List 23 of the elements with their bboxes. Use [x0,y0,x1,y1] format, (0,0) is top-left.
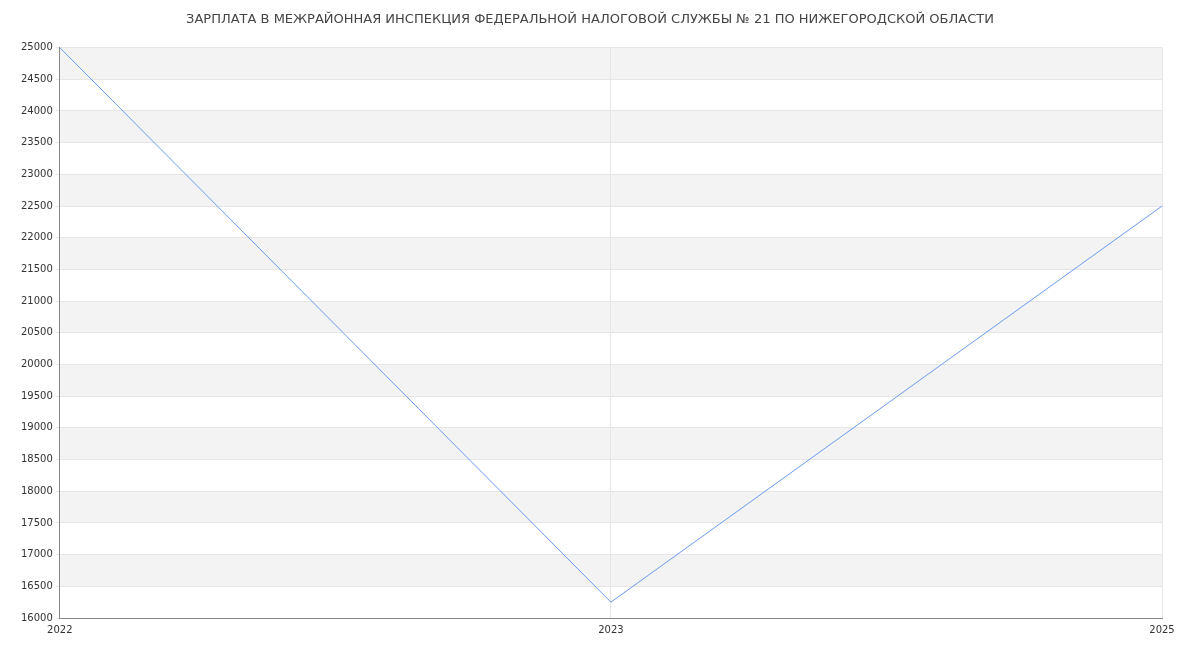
chart-title: ЗАРПЛАТА В МЕЖРАЙОННАЯ ИНСПЕКЦИЯ ФЕДЕРАЛЬНОЙ НАЛОГОВОЙ СЛУЖБЫ № 21 ПО НИЖЕГОРОДСКОЙ ОБЛАСТИ [186,11,994,27]
y-tick-label: 21000 [21,294,53,306]
y-tick-label: 21500 [21,263,53,275]
y-tick-label: 24500 [21,72,53,84]
y-tick-label: 16000 [21,611,53,623]
y-tick-label: 23000 [21,167,53,179]
y-tick-label: 23500 [21,136,53,148]
y-tick-label: 18000 [21,484,53,496]
y-tick-label: 20000 [21,358,53,370]
y-tick-label: 25000 [21,41,53,53]
y-tick-label: 16500 [21,579,53,591]
y-tick-label: 19500 [21,389,53,401]
x-tick-label: 2022 [47,623,73,635]
y-tick-label: 17500 [21,516,53,528]
y-tick-label: 22500 [21,199,53,211]
y-tick-label: 19000 [21,421,53,433]
y-tick-label: 17000 [21,548,53,560]
y-tick-label: 22000 [21,231,53,243]
y-tick-label: 24000 [21,104,53,116]
x-tick-label: 2023 [598,623,624,635]
y-tick-label: 20500 [21,326,53,338]
y-tick-label: 18500 [21,453,53,465]
x-tick-label: 2025 [1149,623,1175,635]
